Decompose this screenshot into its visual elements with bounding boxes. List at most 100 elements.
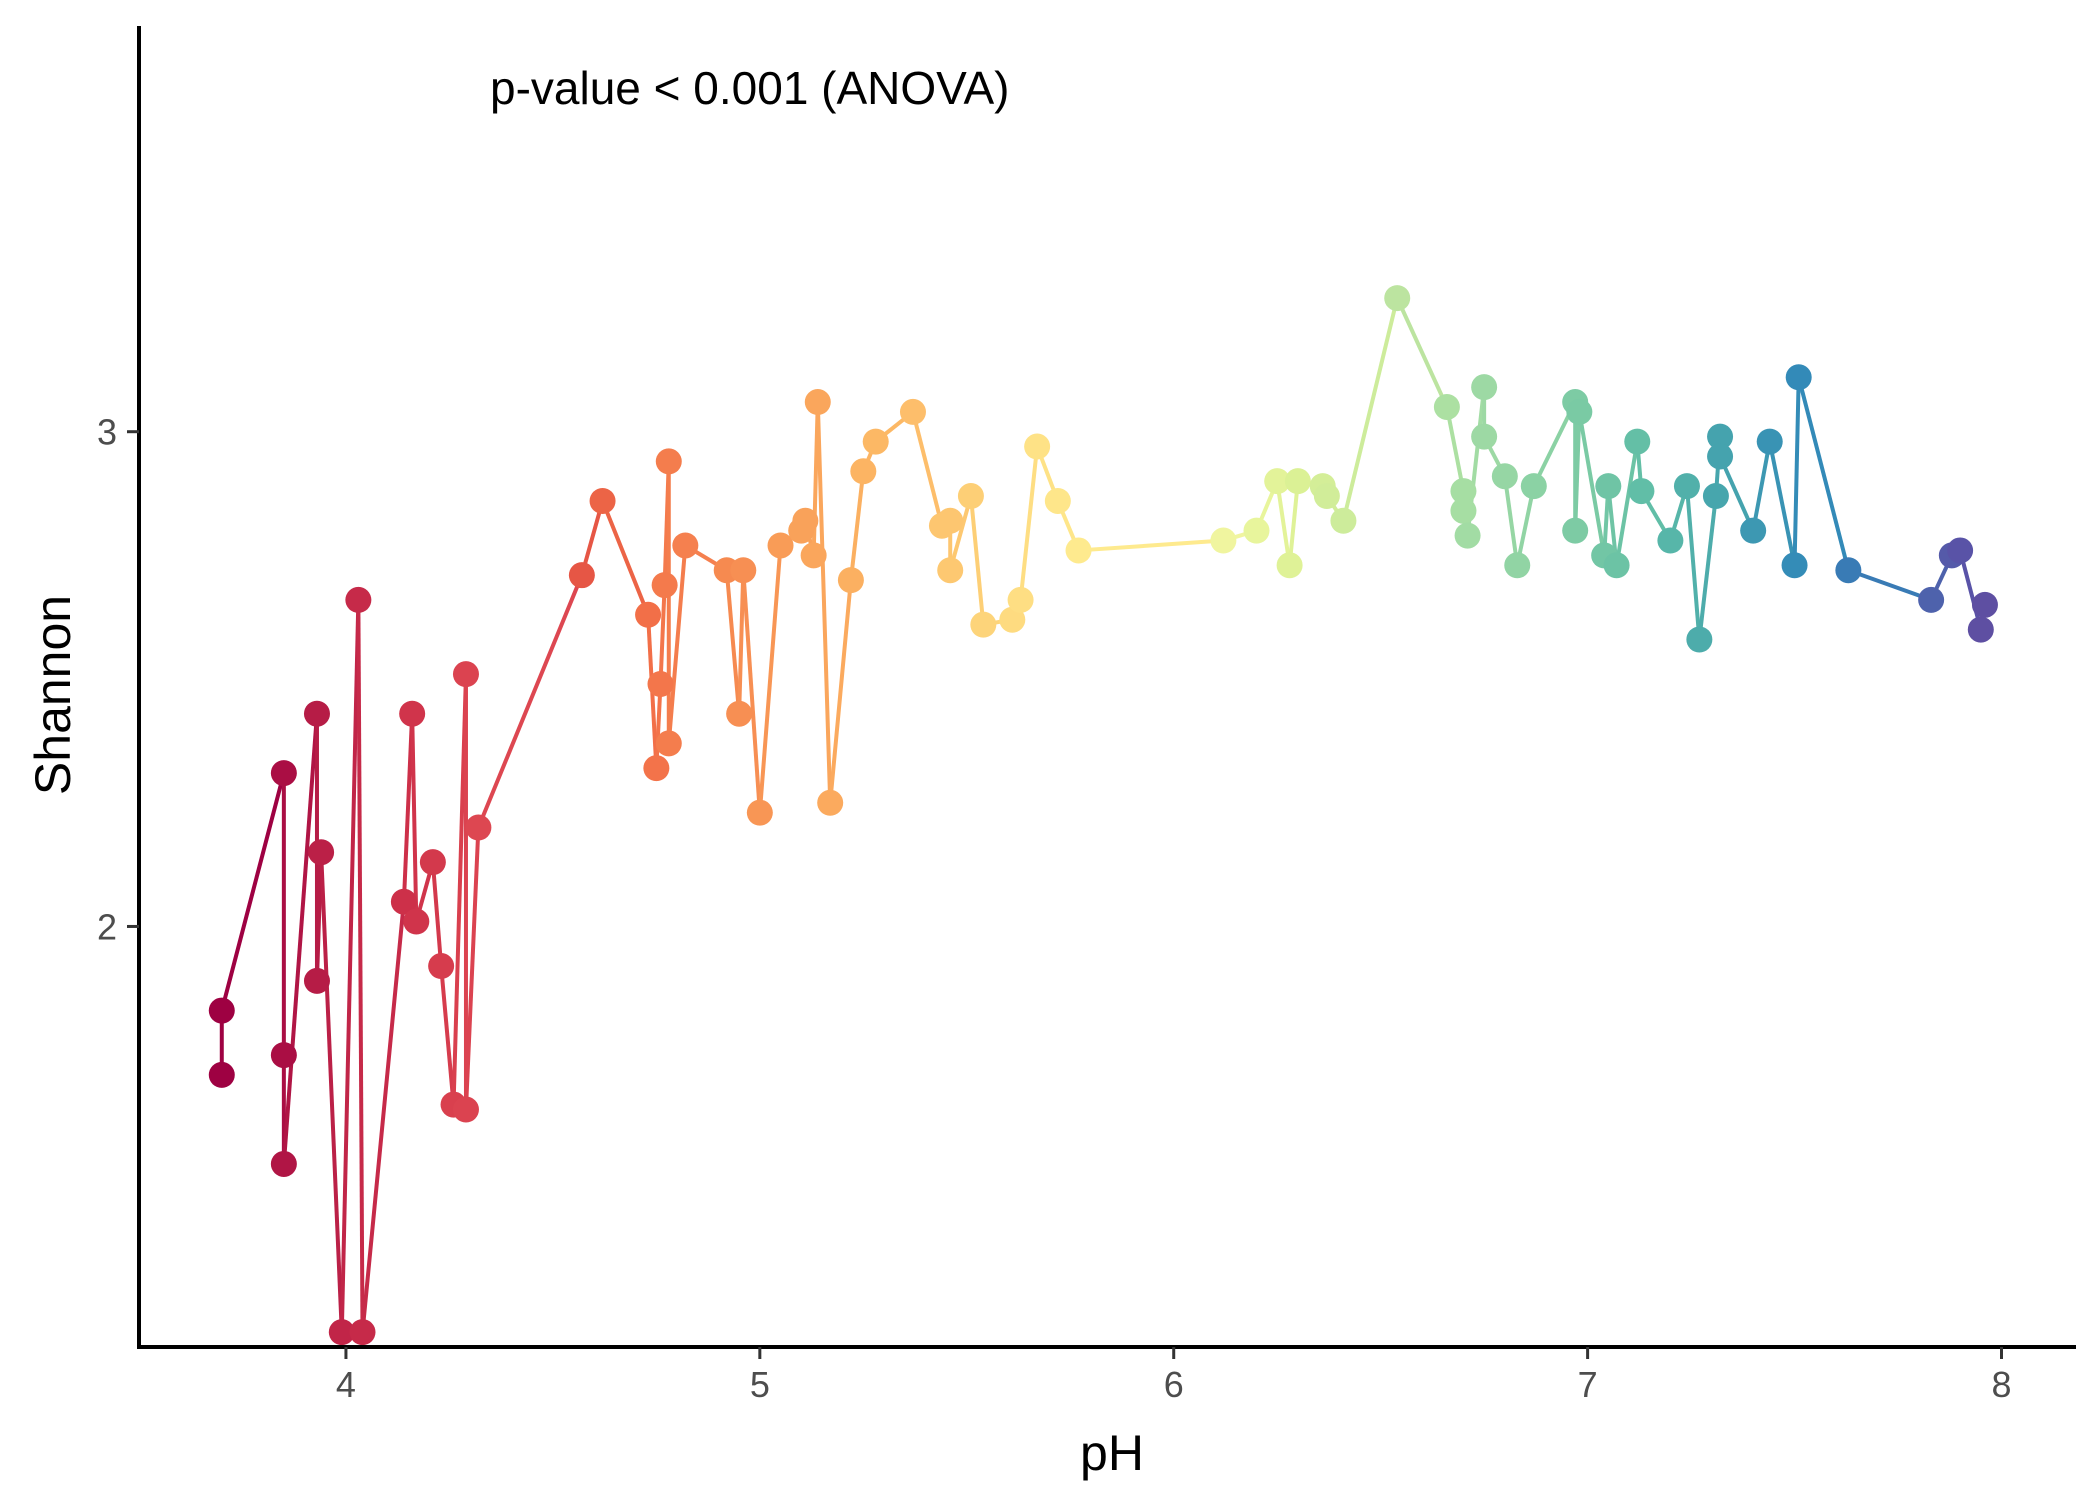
connecting-line-segment [1444,406,1466,492]
data-point [419,849,446,876]
data-point [1210,527,1237,554]
data-point [345,586,372,613]
data-point [1707,443,1734,470]
data-point [1918,586,1945,613]
data-point [1707,423,1734,450]
connecting-line-segment [828,579,853,803]
data-point [643,755,670,782]
connecting-line-segment [724,570,742,714]
data-point [452,1096,479,1123]
connecting-line-segment [451,674,468,1105]
x-tick-label: 6 [1164,1364,1184,1405]
data-point [403,908,430,935]
data-point [1686,626,1713,653]
data-point [1384,285,1411,312]
connecting-line-segment [968,495,986,625]
data-point [1835,557,1862,584]
data-point [1657,527,1684,554]
connecting-line-segment [439,965,456,1105]
connecting-line-segment [1573,411,1582,531]
data-point [208,1061,235,1088]
data-point [568,562,595,589]
data-point [1603,552,1630,579]
data-point [1566,398,1593,425]
data-point [726,700,753,727]
data-point [1785,364,1812,391]
data-point [1520,473,1547,500]
data-point [452,661,479,688]
anova-annotation: p-value < 0.001 (ANOVA) [490,62,1009,114]
y-tick-label: 2 [97,906,117,947]
data-point [970,611,997,638]
data-point [1947,537,1974,564]
data-point [1284,468,1311,495]
connecting-line-segment [401,713,415,902]
y-axis-ticks: 23 [97,412,139,947]
data-point [1471,423,1498,450]
data-point [1450,478,1477,505]
x-axis-title: pH [1080,1425,1144,1481]
y-tick-label: 3 [97,412,117,453]
connecting-line-segment [1796,376,1851,571]
data-point [303,700,330,727]
connecting-line-segment [737,570,746,714]
data-point [1740,517,1767,544]
data-point [647,671,674,698]
data-point [730,557,757,584]
connecting-line-segment [281,713,319,1165]
connecting-line-segment [1792,377,1801,566]
data-point [804,389,831,416]
data-point [817,789,844,816]
connecting-line-segment [848,471,866,581]
connecting-line-segment [815,401,833,803]
data-point [1562,517,1589,544]
data-point [746,799,773,826]
connecting-line-segment [1078,538,1224,553]
data-point [349,1319,376,1346]
data-point [1624,428,1651,455]
x-tick-label: 7 [1578,1364,1598,1405]
data-point [957,483,984,510]
x-tick-label: 8 [1991,1364,2011,1405]
connecting-line-segment [666,545,688,744]
data-point [1504,552,1531,579]
connecting-line-segment [463,827,481,1110]
connecting-line-segment [430,861,444,967]
y-axis-title: Shannon [25,595,81,795]
data-point [1007,586,1034,613]
connecting-line-segment [757,545,783,813]
data-point [303,967,330,994]
data-point [465,814,492,841]
connecting-line-segment [1018,446,1040,601]
connecting-line-segment [410,713,419,922]
data-point [1065,537,1092,564]
data-point [428,953,455,980]
connecting-line-segment [1614,441,1640,566]
data-points [208,285,1998,1346]
data-point [767,532,794,559]
x-tick-label: 4 [336,1364,356,1405]
data-point [390,888,417,915]
data-point [899,398,926,425]
connecting-line-segment [1287,480,1300,566]
data-point [1330,507,1357,534]
data-point [792,507,819,534]
data-point [1433,393,1460,420]
data-point [1276,552,1303,579]
data-point [208,997,235,1024]
data-point [1628,478,1655,505]
data-point [399,700,426,727]
data-point [1243,517,1270,544]
connecting-line-segment [658,584,667,685]
data-point [328,1319,355,1346]
data-point [1491,463,1518,490]
connecting-line-segment [356,599,365,1333]
connecting-line-segment [1751,441,1772,532]
connecting-line-segment [1275,480,1292,566]
data-point [937,557,964,584]
connecting-line-segment [1341,297,1400,522]
data-point [937,507,964,534]
data-point [999,606,1026,633]
data-point [655,448,682,475]
